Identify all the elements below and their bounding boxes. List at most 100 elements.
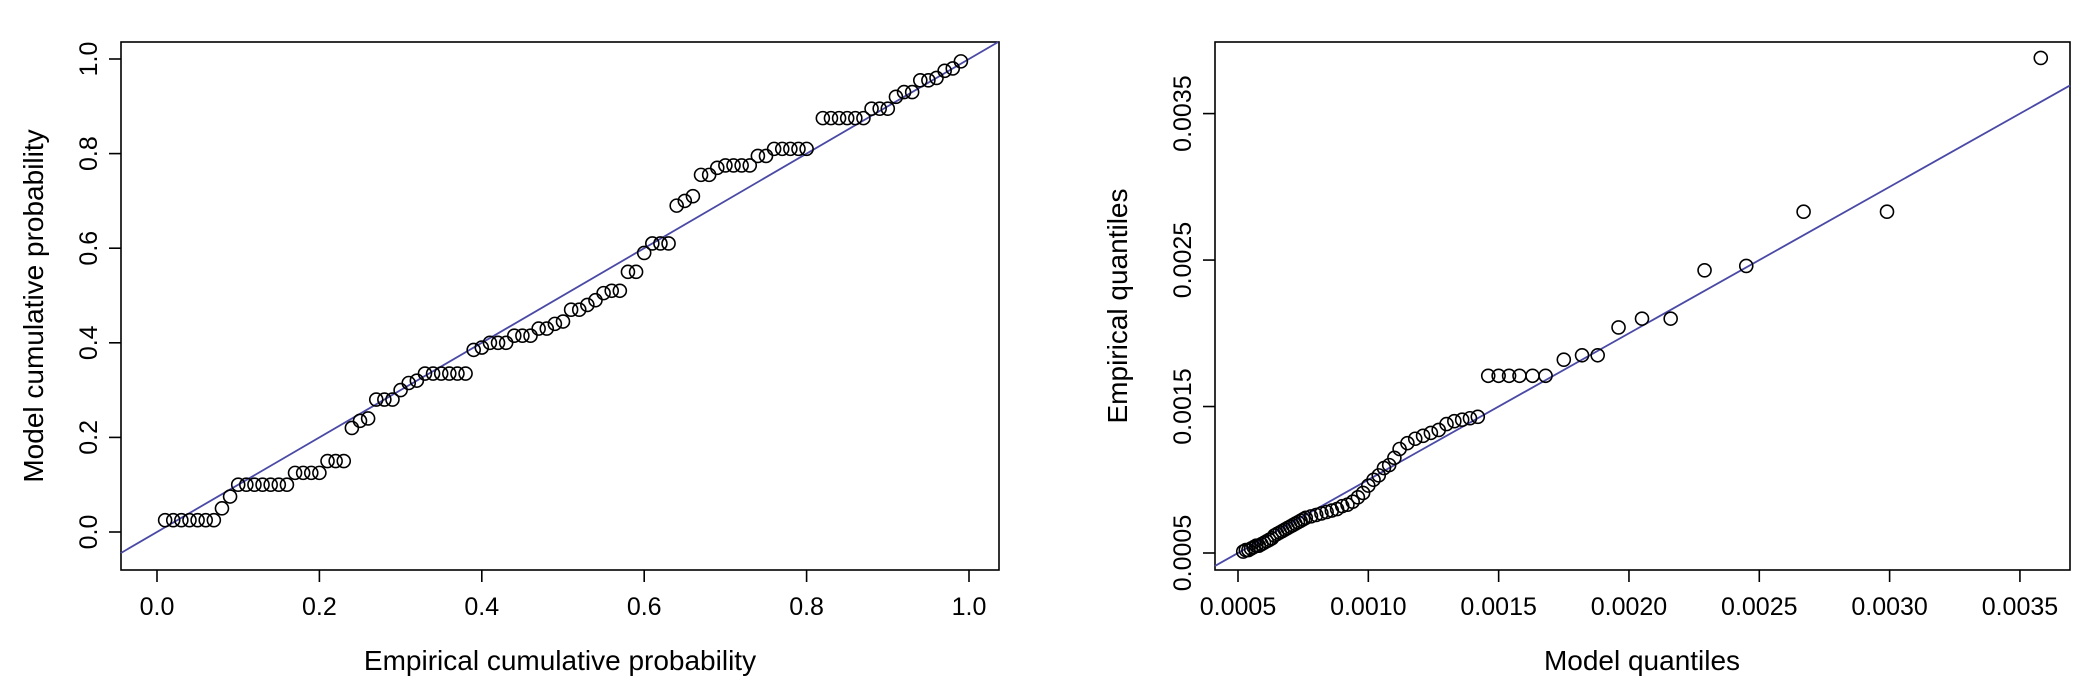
qq-data-point <box>1879 204 1895 220</box>
pp-y-tick-label: 0.4 <box>75 325 103 360</box>
qq-data-point <box>1350 490 1366 505</box>
pp-data-point <box>222 489 238 504</box>
pp-data-point <box>506 328 522 344</box>
qq-data-point <box>1590 347 1605 363</box>
pp-data-point <box>377 392 392 407</box>
pp-y-tick-label: 1.0 <box>75 42 103 77</box>
pp-data-point <box>848 110 863 126</box>
pp-data-point <box>896 84 912 100</box>
qq-data-point <box>1538 368 1553 384</box>
qq-x-tick-label: 0.0015 <box>1460 593 1536 621</box>
pp-data-point <box>799 141 814 157</box>
pp-plot-frame <box>120 41 1000 571</box>
qq-plot-frame <box>1214 41 2071 571</box>
pp-data-point <box>636 245 652 261</box>
pp-data-point <box>596 285 611 301</box>
pp-plot-panel: 0.0 0.2 0.4 0.6 0.8 1.0 0.0 0.2 0.4 0.6 0.8 1.0 Em… <box>18 41 1000 676</box>
pp-data-point <box>742 158 758 173</box>
qq-data-point <box>1697 263 1712 278</box>
pp-data-point <box>758 148 774 164</box>
pp-x-tick-label: 0.8 <box>789 593 824 621</box>
qq-data-point <box>1491 368 1506 384</box>
pp-data-point <box>239 477 254 493</box>
pp-data-point <box>230 477 246 493</box>
qq-data-point <box>1400 435 1415 451</box>
pp-y-tick-label: 0.6 <box>75 231 103 266</box>
pp-data-point <box>271 477 287 493</box>
qq-y-tick-label: 0.0015 <box>1169 368 1197 444</box>
qq-data-point <box>1415 428 1431 444</box>
pp-data-point <box>466 342 481 358</box>
pp-data-point <box>539 321 555 336</box>
pp-data-point <box>442 366 457 381</box>
pp-data-point <box>165 512 181 528</box>
pp-x-tick-label: 1.0 <box>952 593 987 621</box>
pp-y-tick-label: 0.2 <box>75 420 103 455</box>
qq-data-point <box>1480 368 1496 384</box>
pp-x-tick-label: 0.6 <box>627 593 662 621</box>
pp-data-point <box>653 236 668 251</box>
pp-data-point <box>912 72 928 88</box>
qq-y-tick-label: 0.0005 <box>1169 515 1197 591</box>
pp-points <box>157 54 969 528</box>
pp-data-point <box>214 501 230 516</box>
qq-data-point <box>1454 412 1470 428</box>
qq-data-point <box>1381 457 1397 473</box>
pp-data-point <box>263 477 278 493</box>
pp-y-tick-label: 0.8 <box>75 136 103 171</box>
pp-data-point <box>880 101 896 116</box>
pp-data-point <box>734 158 749 173</box>
qq-data-point <box>1634 311 1650 326</box>
pp-x-tick-label: 0.0 <box>140 593 175 621</box>
pp-data-point <box>482 335 498 351</box>
pp-data-point <box>937 63 952 79</box>
pp-data-point <box>864 101 879 116</box>
qq-data-point <box>1439 416 1454 432</box>
pp-data-point <box>385 392 400 407</box>
qq-data-point <box>1574 347 1590 363</box>
qq-data-point <box>1407 431 1423 447</box>
pp-data-point <box>783 141 798 157</box>
pp-data-point <box>474 340 490 355</box>
pp-data-point <box>174 512 189 528</box>
pp-x-ticks: 0.0 0.2 0.4 0.6 0.8 1.0 <box>140 570 987 621</box>
qq-data-point <box>1295 512 1311 527</box>
qq-y-tick-label: 0.0035 <box>1169 75 1197 151</box>
qq-data-point <box>1738 258 1754 274</box>
pp-data-point <box>888 89 904 105</box>
pp-data-point <box>953 54 969 69</box>
pp-data-point <box>368 392 384 407</box>
pp-data-point <box>612 283 628 299</box>
pp-data-point <box>709 160 725 176</box>
qq-y-axis-label: Empirical quantiles <box>1102 189 1133 424</box>
pp-data-point <box>791 141 806 157</box>
pp-data-point <box>904 84 920 100</box>
pp-data-point <box>604 283 620 299</box>
pp-x-axis-label: Empirical cumulative probability <box>364 645 756 676</box>
pp-y-ticks: 0.0 0.2 0.4 0.6 0.8 1.0 <box>75 42 121 549</box>
pp-data-point <box>823 110 839 126</box>
pp-data-point <box>336 453 352 469</box>
pp-data-point <box>458 366 473 381</box>
pp-data-point <box>247 477 262 493</box>
qq-data-point <box>1447 413 1462 429</box>
pp-data-point <box>206 512 222 528</box>
qq-y-ticks: 0.0005 0.0015 0.0025 0.0035 <box>1169 75 1215 591</box>
pp-data-point <box>303 465 319 481</box>
qq-plot-panel: 0.0005 0.0010 0.0015 0.0020 0.0025 0.0030 0.00… <box>1102 41 2071 676</box>
pp-x-tick-label: 0.4 <box>464 593 499 621</box>
qq-data-point <box>1663 311 1678 326</box>
pp-data-point <box>523 328 538 344</box>
pp-data-point <box>190 512 205 528</box>
pp-data-point <box>320 453 335 469</box>
pp-data-point <box>360 411 376 426</box>
qq-data-point <box>1611 320 1626 335</box>
qq-points <box>1235 50 2049 559</box>
pp-data-point <box>669 198 684 213</box>
qq-data-point <box>1387 450 1402 466</box>
pp-data-point <box>856 110 871 126</box>
qq-data-point <box>1345 494 1360 510</box>
pp-data-point <box>750 148 766 164</box>
pp-data-point <box>921 72 936 88</box>
pp-data-point <box>490 335 506 351</box>
